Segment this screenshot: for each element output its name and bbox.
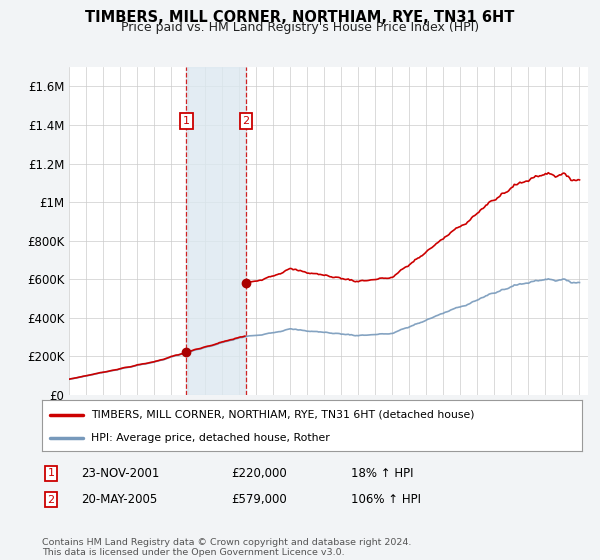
- Text: TIMBERS, MILL CORNER, NORTHIAM, RYE, TN31 6HT: TIMBERS, MILL CORNER, NORTHIAM, RYE, TN3…: [85, 10, 515, 25]
- Text: 106% ↑ HPI: 106% ↑ HPI: [351, 493, 421, 506]
- Text: Price paid vs. HM Land Registry's House Price Index (HPI): Price paid vs. HM Land Registry's House …: [121, 21, 479, 34]
- Text: £579,000: £579,000: [231, 493, 287, 506]
- Text: TIMBERS, MILL CORNER, NORTHIAM, RYE, TN31 6HT (detached house): TIMBERS, MILL CORNER, NORTHIAM, RYE, TN3…: [91, 409, 474, 419]
- Text: Contains HM Land Registry data © Crown copyright and database right 2024.
This d: Contains HM Land Registry data © Crown c…: [42, 538, 412, 557]
- Text: 18% ↑ HPI: 18% ↑ HPI: [351, 466, 413, 480]
- Text: 1: 1: [183, 116, 190, 126]
- Text: £220,000: £220,000: [231, 466, 287, 480]
- Text: 1: 1: [47, 468, 55, 478]
- Bar: [187, 67, 246, 395]
- Text: 2: 2: [242, 116, 250, 126]
- Text: 20-MAY-2005: 20-MAY-2005: [81, 493, 157, 506]
- Text: 23-NOV-2001: 23-NOV-2001: [81, 466, 160, 480]
- Text: HPI: Average price, detached house, Rother: HPI: Average price, detached house, Roth…: [91, 433, 329, 443]
- Text: 2: 2: [47, 494, 55, 505]
